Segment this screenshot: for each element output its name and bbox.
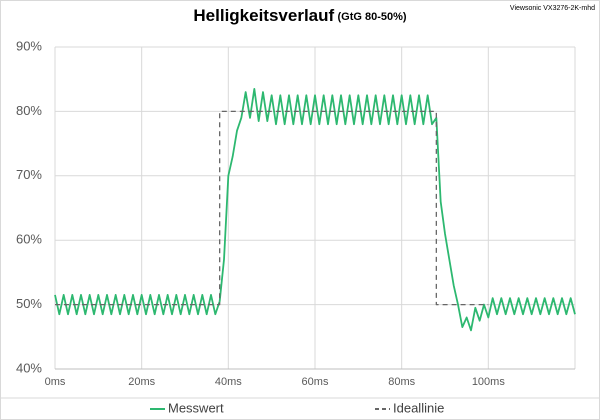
series-line <box>55 110 489 306</box>
x-tick-label: 0ms <box>45 376 66 388</box>
y-tick-label: 80% <box>16 103 42 118</box>
legend-label: Messwert <box>168 400 224 415</box>
y-tick-label: 70% <box>16 167 42 182</box>
annotation: Viewsonic VX3276-2K-mhd <box>510 5 595 12</box>
x-tick-label: 80ms <box>388 376 415 388</box>
chart-subtitle: (GtG 80-50%) <box>338 11 407 23</box>
y-tick-label: 40% <box>16 360 42 375</box>
y-tick-label: 60% <box>16 232 42 247</box>
x-tick-label: 20ms <box>128 376 155 388</box>
y-tick-label: 50% <box>16 296 42 311</box>
x-tick-label: 60ms <box>302 376 329 388</box>
x-tick-label: 100ms <box>472 376 506 388</box>
series-line <box>54 87 576 332</box>
y-tick-label: 90% <box>16 38 42 53</box>
chart-title: Helligkeitsverlauf <box>193 6 334 25</box>
legend-label: Ideallinie <box>393 400 444 415</box>
chart-title-group: Helligkeitsverlauf (GtG 80-50%) <box>193 6 407 25</box>
x-tick-label: 40ms <box>215 376 242 388</box>
